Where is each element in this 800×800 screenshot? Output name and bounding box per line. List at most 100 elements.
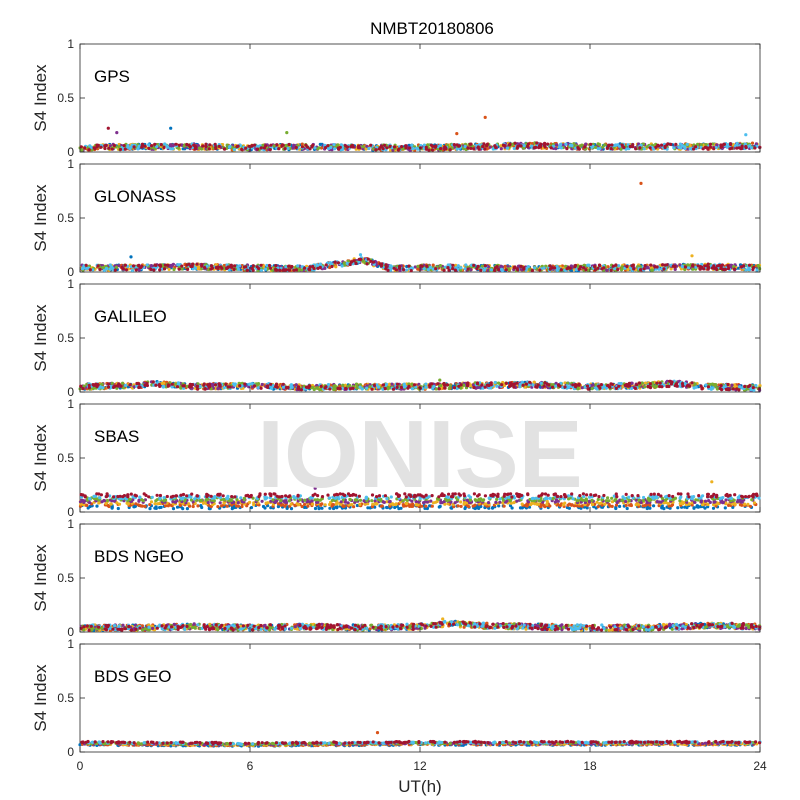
data-point xyxy=(546,142,550,146)
data-point xyxy=(442,268,446,272)
data-point xyxy=(158,506,162,510)
data-point xyxy=(603,143,607,147)
data-point xyxy=(115,384,119,388)
data-point xyxy=(609,268,613,272)
data-point xyxy=(737,388,741,392)
data-point xyxy=(419,146,423,150)
data-point xyxy=(482,142,486,146)
data-point xyxy=(456,264,460,268)
data-point xyxy=(548,267,552,271)
data-point xyxy=(229,263,233,267)
data-point xyxy=(166,384,170,388)
data-point xyxy=(557,383,561,387)
data-point xyxy=(332,384,336,388)
data-point xyxy=(107,146,111,150)
data-point xyxy=(483,264,487,268)
data-point xyxy=(458,144,462,148)
data-point xyxy=(92,146,96,150)
data-point xyxy=(170,382,174,386)
data-point xyxy=(472,385,476,390)
y-tick-label: 1 xyxy=(67,157,74,171)
data-point xyxy=(691,263,695,267)
data-point xyxy=(158,268,162,272)
data-point xyxy=(394,268,398,272)
data-point xyxy=(358,385,362,389)
axes-frame xyxy=(79,163,761,273)
data-point xyxy=(335,144,339,148)
data-point xyxy=(161,385,165,389)
data-point xyxy=(316,147,320,151)
data-point xyxy=(748,144,752,148)
data-point xyxy=(555,268,560,272)
data-point xyxy=(457,384,461,388)
data-point xyxy=(176,263,180,267)
data-point xyxy=(479,268,483,272)
data-point xyxy=(436,382,440,386)
outlier-point xyxy=(483,115,487,119)
data-point xyxy=(706,146,710,150)
data-point xyxy=(269,143,273,147)
data-point xyxy=(531,383,535,387)
y-tick-label: 0.5 xyxy=(57,91,74,105)
data-point xyxy=(452,386,457,390)
data-point xyxy=(149,264,153,268)
data-point xyxy=(154,506,158,510)
data-point xyxy=(289,383,293,387)
data-point xyxy=(281,382,285,386)
data-point xyxy=(740,144,744,148)
data-point xyxy=(499,147,503,151)
data-point xyxy=(698,267,702,271)
data-point xyxy=(680,265,685,269)
outlier-point xyxy=(639,181,643,185)
data-point xyxy=(336,261,340,265)
data-point xyxy=(530,142,534,146)
data-point xyxy=(130,268,134,272)
data-point xyxy=(610,382,615,386)
data-point xyxy=(726,382,730,387)
data-point xyxy=(283,268,287,272)
data-point xyxy=(107,382,111,386)
outlier-point xyxy=(129,255,133,259)
data-point xyxy=(260,382,264,387)
data-point xyxy=(726,264,730,268)
data-point xyxy=(328,387,332,391)
data-point xyxy=(711,142,715,146)
data-point xyxy=(726,266,731,271)
data-point xyxy=(94,382,98,386)
data-point xyxy=(597,384,601,388)
data-point xyxy=(426,143,430,147)
y-axis-label: S4 Index xyxy=(31,304,50,372)
data-point xyxy=(359,257,363,261)
data-point xyxy=(165,144,169,148)
data-point xyxy=(757,387,761,391)
data-point xyxy=(428,265,433,270)
data-point xyxy=(638,146,642,150)
data-point xyxy=(95,504,99,508)
data-point xyxy=(166,263,170,267)
data-point xyxy=(186,267,190,271)
data-point xyxy=(590,387,594,391)
data-point xyxy=(737,146,741,150)
data-point xyxy=(748,384,752,388)
data-point xyxy=(275,143,279,147)
data-point xyxy=(338,145,342,149)
data-point xyxy=(642,267,646,271)
data-point xyxy=(671,264,675,268)
data-point xyxy=(274,385,278,389)
outlier-point xyxy=(438,378,442,382)
data-point xyxy=(575,383,579,387)
data-point xyxy=(539,381,543,385)
data-point xyxy=(565,267,569,271)
data-point xyxy=(168,143,172,147)
data-point xyxy=(196,504,200,508)
data-point xyxy=(175,385,180,389)
data-point xyxy=(162,267,167,271)
data-point xyxy=(516,144,520,149)
data-point xyxy=(191,383,195,387)
data-point xyxy=(438,143,443,147)
data-point xyxy=(661,263,665,267)
data-point xyxy=(318,142,322,146)
data-point xyxy=(425,264,429,268)
data-point xyxy=(660,143,664,147)
data-point xyxy=(381,383,386,387)
